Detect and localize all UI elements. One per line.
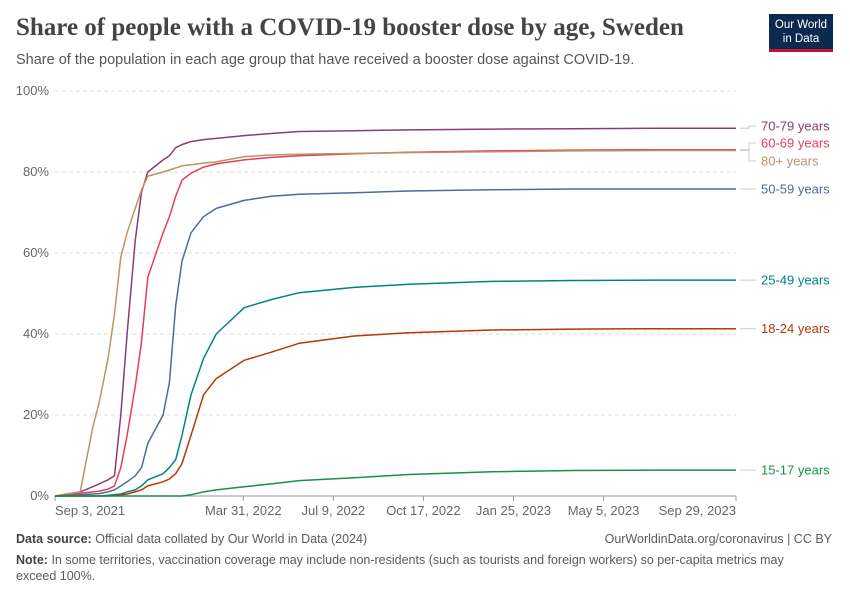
chart-subtitle: Share of the population in each age grou…: [16, 52, 635, 68]
x-tick-label: Jan 25, 2023: [476, 503, 551, 518]
series-label: 25-49 years: [761, 273, 830, 288]
note-label: Note:: [16, 553, 48, 567]
y-tick-label: 100%: [16, 83, 50, 98]
data-source: Data source: Official data collated by O…: [16, 532, 367, 546]
y-tick-label: 40%: [23, 326, 49, 341]
x-tick-label: Mar 31, 2022: [205, 503, 282, 518]
x-tick-label: Oct 17, 2022: [386, 503, 460, 518]
note: Note: In some territories, vaccination c…: [16, 552, 816, 584]
y-tick-label: 80%: [23, 164, 49, 179]
series-line-50-59-years: [54, 188, 736, 497]
url-license[interactable]: OurWorldinData.org/coronavirus | CC BY: [604, 532, 832, 546]
series-label: 18-24 years: [761, 321, 830, 336]
series-line-25-49-years: [55, 279, 736, 497]
owid-logo[interactable]: Our World in Data: [769, 14, 833, 52]
series-label: 80+ years: [761, 154, 819, 169]
x-tick-label: Sep 29, 2023: [659, 503, 736, 518]
series-label: 50-59 years: [761, 182, 830, 197]
series-line-60-69-years: [54, 148, 736, 497]
series-label: 15-17 years: [761, 463, 830, 478]
label-connector: [740, 142, 756, 151]
source-text: Official data collated by Our World in D…: [95, 532, 368, 546]
label-connector: [740, 150, 756, 162]
label-connector: [740, 125, 756, 129]
x-tick-label: May 5, 2023: [568, 503, 640, 518]
chart-title: Share of people with a COVID-19 booster …: [16, 14, 684, 41]
note-text: In some territories, vaccination coverag…: [16, 553, 784, 583]
x-tick-label: Jul 9, 2022: [302, 503, 366, 518]
series-label: 60-69 years: [761, 136, 830, 151]
series-line-80-years: [54, 149, 736, 497]
series-line-15-17-years: [55, 469, 736, 497]
y-tick-label: 60%: [23, 245, 49, 260]
x-tick-label: Sep 3, 2021: [55, 503, 125, 518]
source-label: Data source:: [16, 532, 92, 546]
y-tick-label: 20%: [23, 407, 49, 422]
series-label: 70-79 years: [761, 119, 830, 134]
y-tick-label: 0%: [30, 488, 49, 503]
series-line-70-79-years: [54, 127, 736, 497]
